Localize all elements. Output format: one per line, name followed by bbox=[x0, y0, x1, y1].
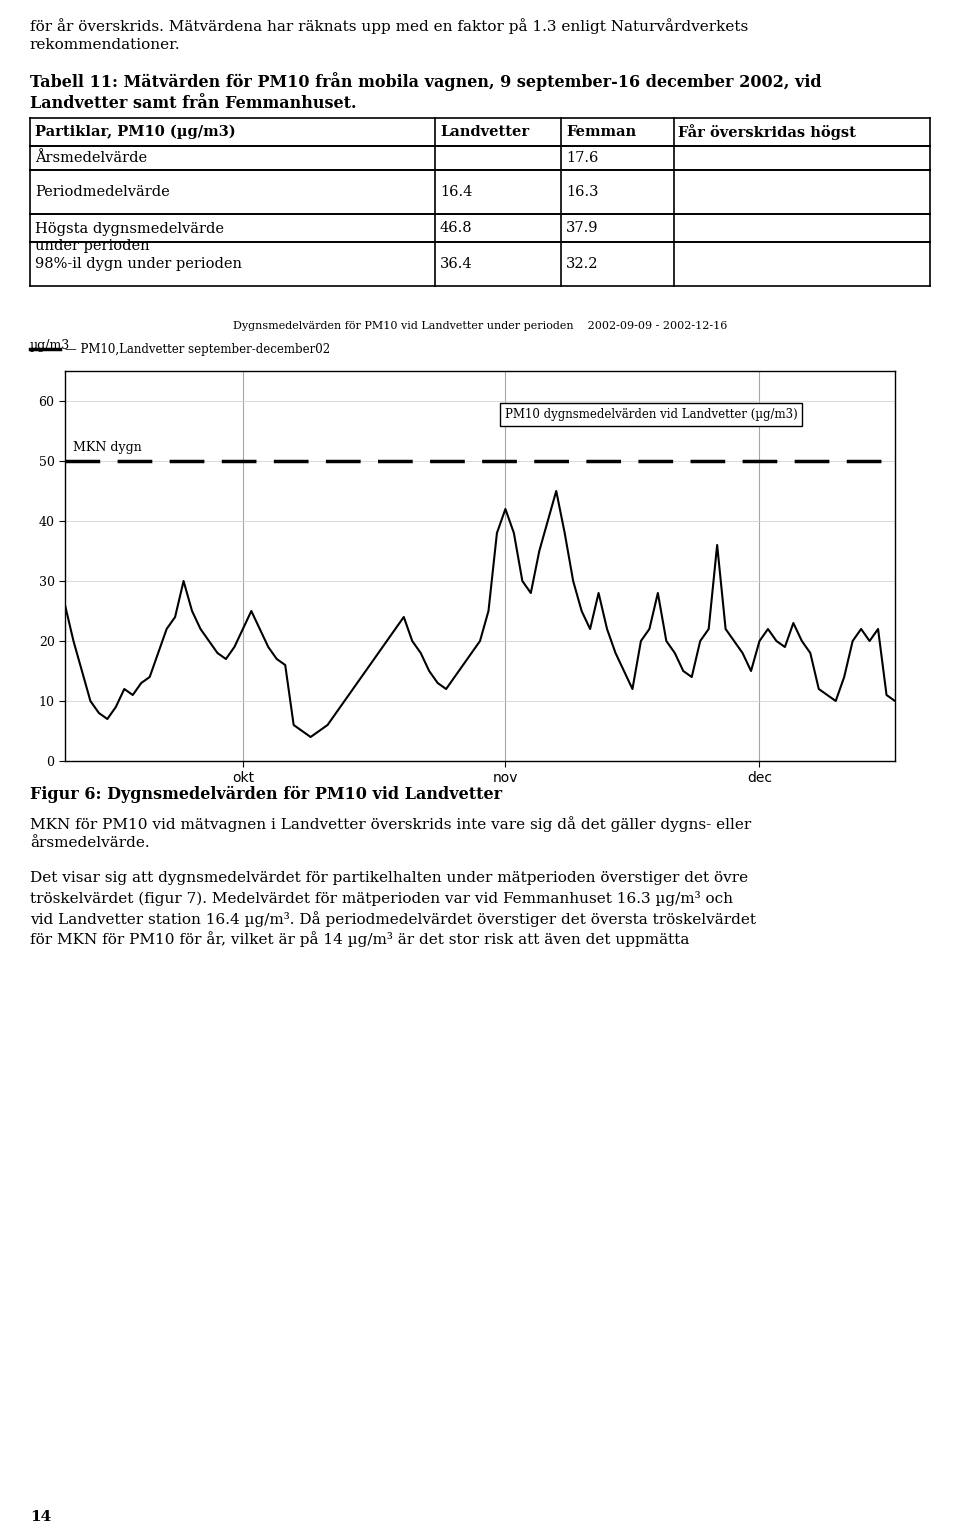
Text: Landvetter: Landvetter bbox=[440, 125, 529, 139]
Text: vid Landvetter station 16.4 µg/m³. Då periodmedelvärdet överstiger det översta t: vid Landvetter station 16.4 µg/m³. Då pe… bbox=[30, 911, 756, 926]
Text: årsmedelvärde.: årsmedelvärde. bbox=[30, 836, 150, 850]
Text: Femman: Femman bbox=[566, 125, 636, 139]
Text: 36.4: 36.4 bbox=[440, 256, 472, 272]
Text: Dygnsmedelvärden för PM10 vid Landvetter under perioden    2002-09-09 - 2002-12-: Dygnsmedelvärden för PM10 vid Landvetter… bbox=[233, 320, 727, 331]
Text: Får överskridas högst: Får överskridas högst bbox=[679, 124, 856, 140]
Text: Partiklar, PM10 (µg/m3): Partiklar, PM10 (µg/m3) bbox=[35, 125, 235, 139]
Text: 37.9: 37.9 bbox=[566, 221, 598, 235]
Text: µg/m3: µg/m3 bbox=[30, 339, 70, 353]
Text: tröskelvärdet (figur 7). Medelvärdet för mätperioden var vid Femmanhuset 16.3 µg: tröskelvärdet (figur 7). Medelvärdet för… bbox=[30, 891, 732, 906]
Text: Periodmedelvärde: Periodmedelvärde bbox=[35, 185, 170, 198]
Text: 14: 14 bbox=[30, 1511, 51, 1524]
Text: 16.3: 16.3 bbox=[566, 185, 598, 198]
Text: under perioden: under perioden bbox=[35, 240, 150, 253]
Text: Årsmedelvärde: Årsmedelvärde bbox=[35, 151, 147, 165]
Text: Figur 6: Dygnsmedelvärden för PM10 vid Landvetter: Figur 6: Dygnsmedelvärden för PM10 vid L… bbox=[30, 786, 502, 803]
Text: för år överskrids. Mätvärdena har räknats upp med en faktor på 1.3 enligt Naturv: för år överskrids. Mätvärdena har räknat… bbox=[30, 18, 748, 34]
Text: Det visar sig att dygnsmedelvärdet för partikelhalten under mätperioden överstig: Det visar sig att dygnsmedelvärdet för p… bbox=[30, 871, 748, 885]
Text: MKN dygn: MKN dygn bbox=[74, 441, 142, 453]
Text: Högsta dygnsmedelvärde: Högsta dygnsmedelvärde bbox=[35, 221, 224, 237]
Text: för MKN för PM10 för år, vilket är på 14 µg/m³ är det stor risk att även det upp: för MKN för PM10 för år, vilket är på 14… bbox=[30, 931, 689, 946]
Text: 98%-il dygn under perioden: 98%-il dygn under perioden bbox=[35, 256, 242, 272]
Text: PM10 dygnsmedelvärden vid Landvetter (µg/m3): PM10 dygnsmedelvärden vid Landvetter (µg… bbox=[505, 407, 798, 421]
Text: MKN för PM10 vid mätvagnen i Landvetter överskrids inte vare sig då det gäller d: MKN för PM10 vid mätvagnen i Landvetter … bbox=[30, 816, 751, 832]
Text: Landvetter samt från Femmanhuset.: Landvetter samt från Femmanhuset. bbox=[30, 95, 356, 111]
Text: rekommendationer.: rekommendationer. bbox=[30, 38, 180, 52]
Text: 32.2: 32.2 bbox=[566, 256, 598, 272]
Text: 17.6: 17.6 bbox=[566, 151, 598, 165]
Text: Tabell 11: Mätvärden för PM10 från mobila vagnen, 9 september-16 december 2002, : Tabell 11: Mätvärden för PM10 från mobil… bbox=[30, 72, 822, 92]
Text: 46.8: 46.8 bbox=[440, 221, 472, 235]
Text: 16.4: 16.4 bbox=[440, 185, 472, 198]
Text: — PM10,Landvetter september-december02: — PM10,Landvetter september-december02 bbox=[65, 342, 330, 356]
